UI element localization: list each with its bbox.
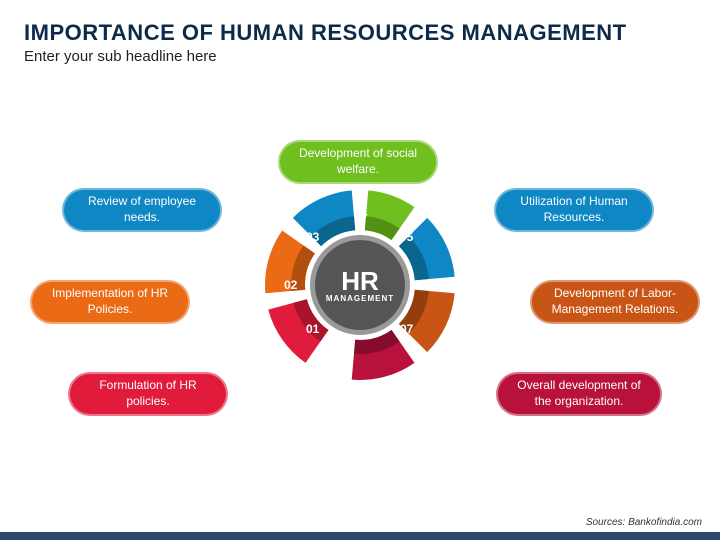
label-pill-07: Overall development of the organization. [496, 372, 662, 416]
center-sub-text: MANAGEMENT [326, 294, 394, 303]
radial-diagram: HR MANAGEMENT 01 Formulation of HR polici… [0, 80, 720, 500]
label-pill-04: Development of social welfare. [278, 140, 438, 184]
label-pill-01: Formulation of HR policies. [68, 372, 228, 416]
segment-number-02: 02 [284, 278, 297, 292]
segment-number-03: 03 [306, 230, 319, 244]
label-pill-05: Utilization of Human Resources. [494, 188, 654, 232]
label-pill-02: Implementation of HR Policies. [30, 280, 190, 324]
sources-text: Sources: Bankofindia.com [586, 517, 702, 528]
page-subtitle: Enter your sub headline here [0, 48, 720, 65]
segment-number-05: 05 [400, 230, 413, 244]
segment-number-06: 06 [422, 278, 435, 292]
center-main-text: HR [341, 268, 379, 294]
label-pill-03: Review of employee needs. [62, 188, 222, 232]
label-pill-06: Development of Labor-Management Relation… [530, 280, 700, 324]
segment-number-07: 07 [400, 322, 413, 336]
segment-number-04: 04 [354, 206, 367, 220]
footer-bar [0, 532, 720, 540]
segment-number-01: 01 [306, 322, 319, 336]
page-title: IMPORTANCE OF HUMAN RESOURCES MANAGEMENT [0, 0, 720, 48]
center-hub: HR MANAGEMENT [310, 235, 410, 335]
